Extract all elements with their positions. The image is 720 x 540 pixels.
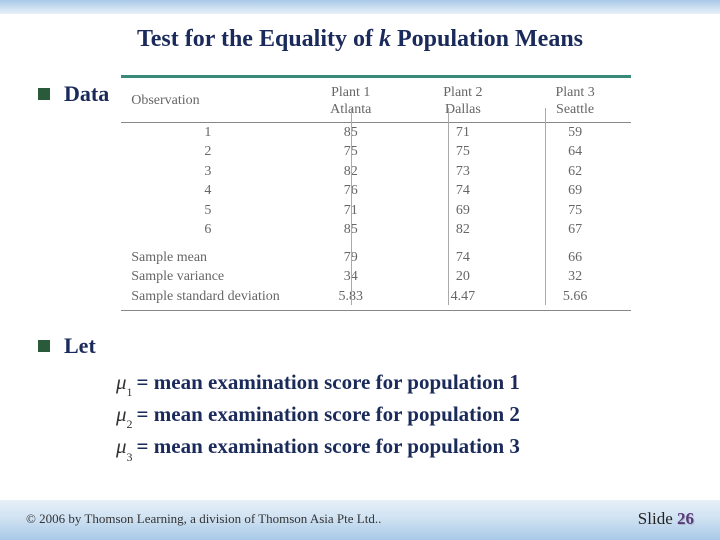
slide-number-value: 26 bbox=[677, 509, 694, 528]
obs-index: 5 bbox=[121, 201, 294, 221]
title-pre: Test for the Equality of bbox=[137, 26, 379, 52]
square-bullet-icon bbox=[38, 88, 50, 100]
let-definitions: μ1 = mean examination score for populati… bbox=[116, 367, 682, 464]
summary-label: Sample variance bbox=[121, 267, 294, 287]
mu-definition-text: = mean examination score for population … bbox=[137, 399, 520, 431]
table-cell: 74 bbox=[407, 181, 519, 201]
square-bullet-icon bbox=[38, 340, 50, 352]
col-header-observation: Observation bbox=[121, 82, 294, 122]
table-row: 6858267 bbox=[121, 220, 631, 240]
col-header-plant: Plant 3Seattle bbox=[519, 82, 631, 122]
table-row: 4767469 bbox=[121, 181, 631, 201]
table-cell: 62 bbox=[519, 162, 631, 182]
let-bullet-row: Let bbox=[38, 333, 682, 359]
column-divider bbox=[448, 108, 449, 305]
table-cell: 75 bbox=[407, 142, 519, 162]
table-row: 5716975 bbox=[121, 201, 631, 221]
data-table-wrap: ObservationPlant 1AtlantaPlant 2DallasPl… bbox=[121, 75, 631, 311]
obs-index: 1 bbox=[121, 123, 294, 143]
column-divider bbox=[351, 108, 352, 305]
content-area: Data ObservationPlant 1AtlantaPlant 2Dal… bbox=[0, 75, 720, 464]
mu-definition: μ3 = mean examination score for populati… bbox=[116, 431, 682, 463]
table-cell: 69 bbox=[407, 201, 519, 221]
obs-index: 4 bbox=[121, 181, 294, 201]
data-label: Data bbox=[64, 81, 109, 107]
col-header-plant: Plant 2Dallas bbox=[407, 82, 519, 122]
header-band bbox=[0, 0, 720, 14]
footer-band: © 2006 by Thomson Learning, a division o… bbox=[0, 500, 720, 540]
data-bullet-row: Data bbox=[38, 81, 109, 107]
let-section: Let μ1 = mean examination score for popu… bbox=[38, 333, 682, 464]
let-label: Let bbox=[64, 333, 96, 359]
summary-row: Sample standard deviation5.834.475.66 bbox=[121, 287, 631, 307]
mu-definition-text: = mean examination score for population … bbox=[137, 367, 520, 399]
copyright-text: © 2006 by Thomson Learning, a division o… bbox=[26, 511, 381, 527]
table-cell: 82 bbox=[407, 220, 519, 240]
mu-symbol: μ3 bbox=[116, 431, 133, 463]
table-row: 1857159 bbox=[121, 123, 631, 143]
data-table: ObservationPlant 1AtlantaPlant 2DallasPl… bbox=[121, 82, 631, 311]
table-cell: 32 bbox=[519, 267, 631, 287]
title-post: Population Means bbox=[391, 26, 583, 52]
mu-symbol: μ1 bbox=[116, 367, 133, 399]
slide-label: Slide bbox=[638, 509, 673, 528]
summary-row: Sample variance342032 bbox=[121, 267, 631, 287]
table-cell: 20 bbox=[407, 267, 519, 287]
summary-label: Sample standard deviation bbox=[121, 287, 294, 307]
table-cell: 66 bbox=[519, 248, 631, 268]
slide-number: Slide 26 bbox=[638, 509, 694, 529]
mu-symbol: μ2 bbox=[116, 399, 133, 431]
table-cell: 4.47 bbox=[407, 287, 519, 307]
obs-index: 6 bbox=[121, 220, 294, 240]
mu-definition: μ2 = mean examination score for populati… bbox=[116, 399, 682, 431]
table-row: 2757564 bbox=[121, 142, 631, 162]
table-cell: 75 bbox=[519, 201, 631, 221]
table-row: 3827362 bbox=[121, 162, 631, 182]
table-cell: 5.66 bbox=[519, 287, 631, 307]
page-title: Test for the Equality of k Population Me… bbox=[0, 26, 720, 53]
summary-row: Sample mean797466 bbox=[121, 248, 631, 268]
mu-definition: μ1 = mean examination score for populati… bbox=[116, 367, 682, 399]
title-italic: k bbox=[379, 26, 391, 52]
table-cell: 73 bbox=[407, 162, 519, 182]
mu-definition-text: = mean examination score for population … bbox=[137, 431, 520, 463]
table-cell: 59 bbox=[519, 123, 631, 143]
obs-index: 3 bbox=[121, 162, 294, 182]
table-cell: 67 bbox=[519, 220, 631, 240]
table-cell: 74 bbox=[407, 248, 519, 268]
column-divider bbox=[545, 108, 546, 305]
data-section: Data ObservationPlant 1AtlantaPlant 2Dal… bbox=[38, 75, 682, 311]
table-cell: 71 bbox=[407, 123, 519, 143]
summary-label: Sample mean bbox=[121, 248, 294, 268]
table-cell: 64 bbox=[519, 142, 631, 162]
obs-index: 2 bbox=[121, 142, 294, 162]
table-cell: 69 bbox=[519, 181, 631, 201]
